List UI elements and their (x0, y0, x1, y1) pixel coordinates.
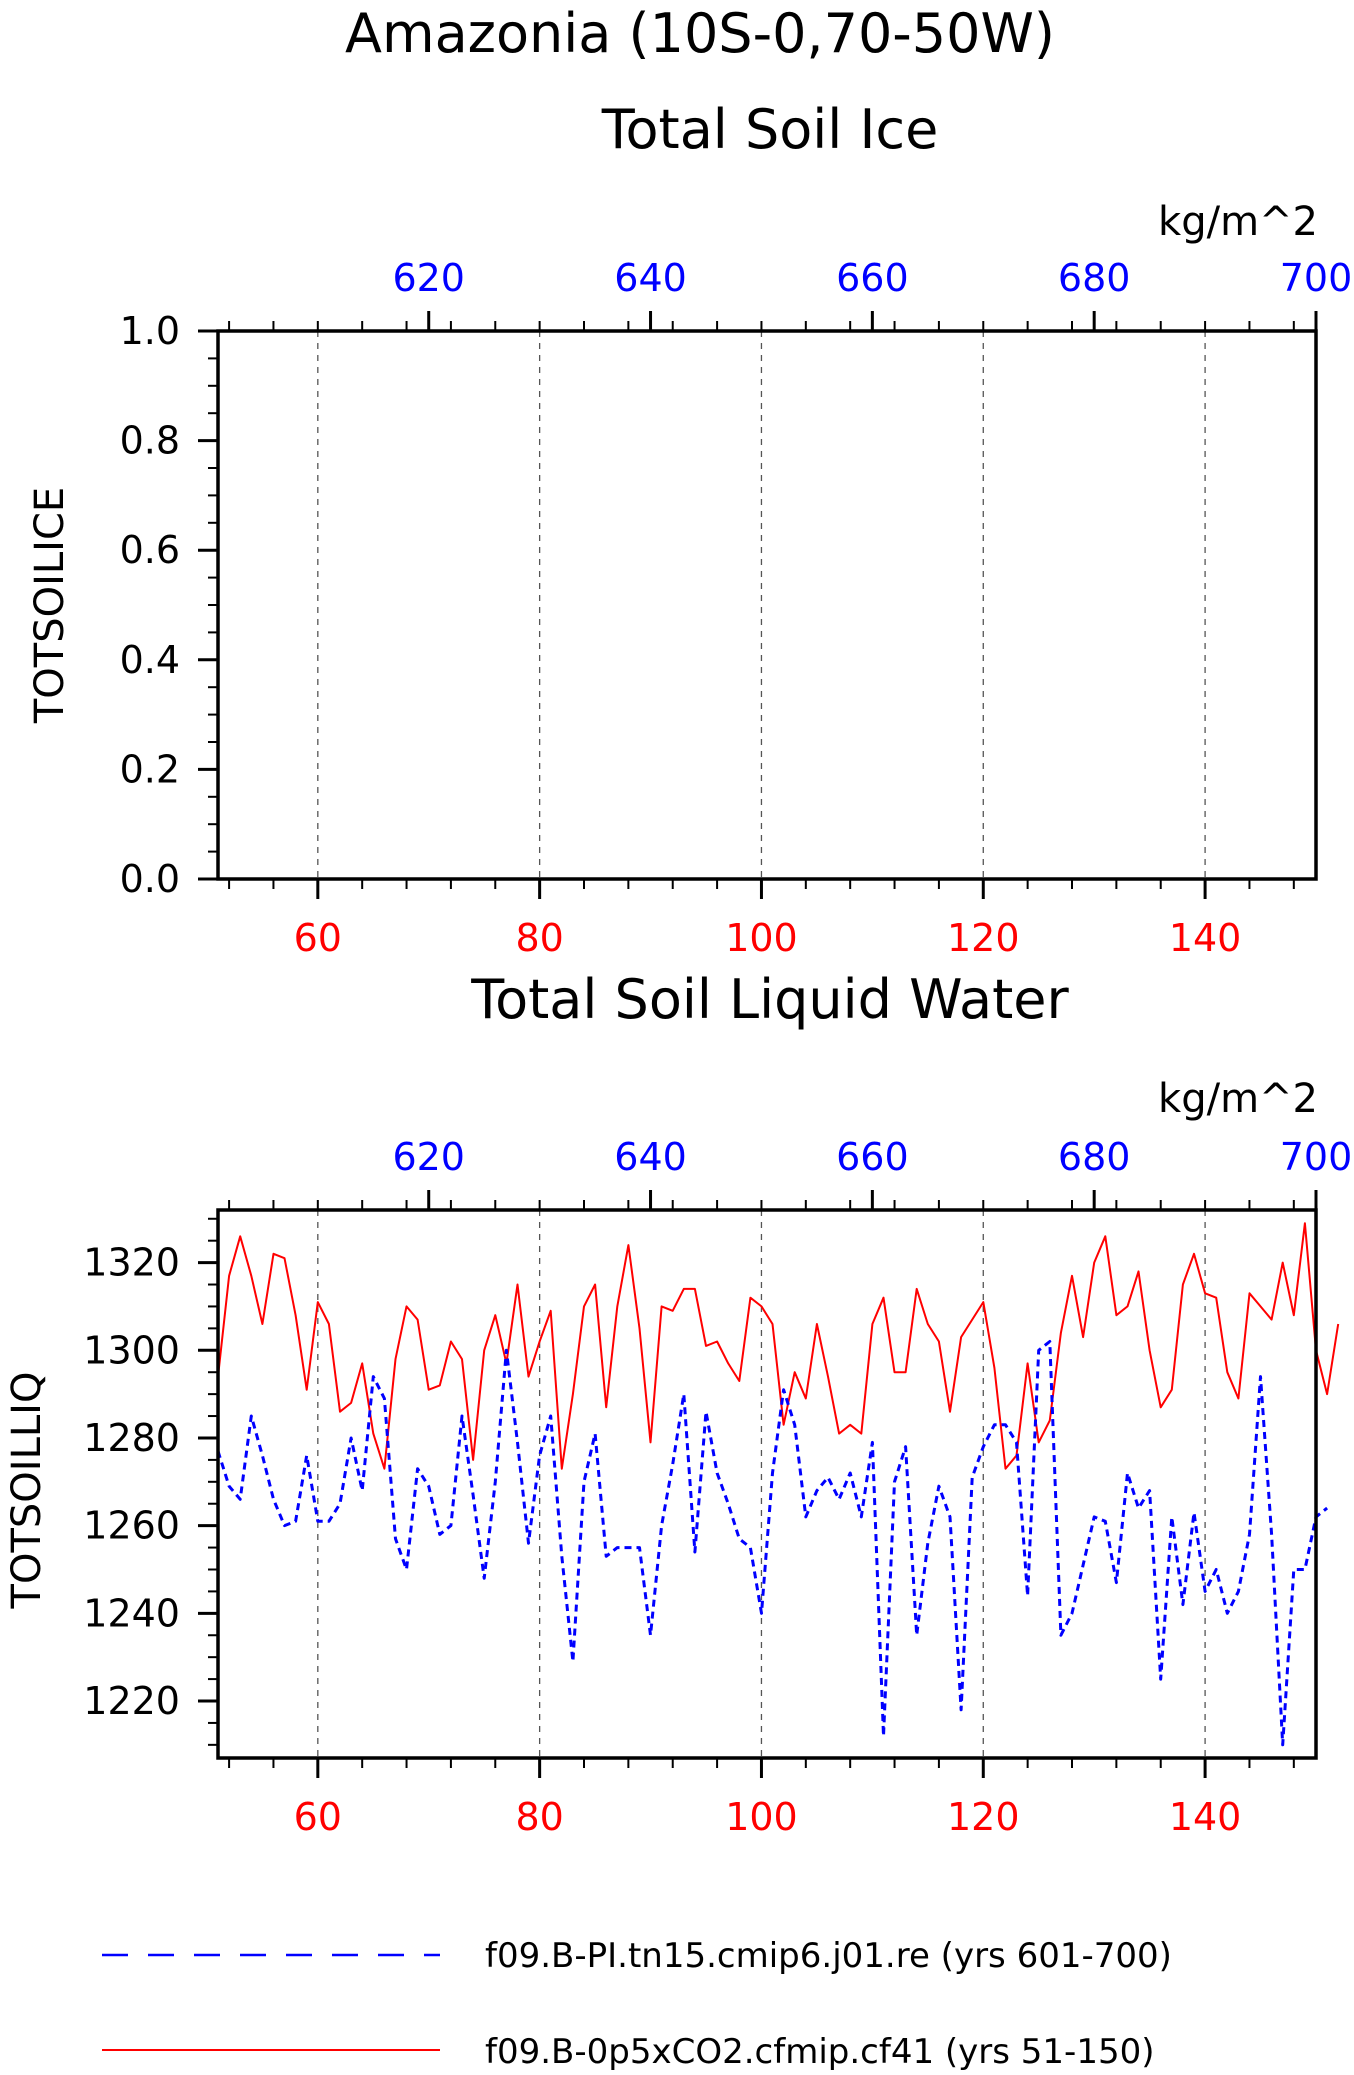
y-axis-label: TOTSOILICE (27, 487, 73, 724)
panel-title: Total Soil Liquid Water (470, 968, 1069, 1031)
top-tick-label: 620 (392, 256, 465, 300)
figure-title: Amazonia (10S-0,70-50W) (345, 2, 1055, 65)
y-tick-label: 0.2 (120, 747, 180, 791)
bottom-tick-label: 140 (1169, 916, 1242, 960)
axis-ticks (198, 311, 1318, 899)
top-axis-units: kg/m^2 (1158, 199, 1318, 245)
top-tick-label: 640 (614, 1135, 687, 1179)
panel-soil-ice: Total Soil Ice kg/m^2 TOTSOILICE 60 80 100… (27, 98, 1352, 960)
grid-lines (317, 1210, 1206, 1758)
y-tick-label: 1240 (83, 1591, 180, 1635)
y-tick-label: 0.8 (120, 419, 180, 463)
top-tick-label: 700 (1280, 256, 1353, 300)
top-tick-label: 680 (1058, 256, 1131, 300)
bottom-tick-label: 80 (515, 1795, 563, 1839)
y-tick-label: 1.0 (120, 309, 180, 353)
series-lines (216, 1222, 1340, 1747)
tick-labels: 60 80 100 120 140 620 640 660 680 700 1220 1240 1260… (83, 1135, 1352, 1839)
panel-title: Total Soil Ice (601, 98, 939, 161)
series-line-red (217, 1222, 1340, 1470)
top-tick-label: 620 (392, 1135, 465, 1179)
y-tick-label: 0.4 (120, 638, 180, 682)
y-tick-label: 1220 (83, 1679, 180, 1723)
y-axis-label: TOTSOILLIQ (4, 1372, 50, 1610)
tick-labels: 60 80 100 120 140 620 640 660 680 700 0.0 0.2 0.4 0.6… (120, 256, 1353, 960)
bottom-tick-label: 80 (515, 916, 563, 960)
top-tick-label: 640 (614, 256, 687, 300)
bottom-tick-label: 60 (294, 916, 342, 960)
plot-frame (216, 329, 1318, 881)
y-tick-label: 1320 (83, 1241, 180, 1285)
bottom-tick-label: 120 (947, 1795, 1020, 1839)
top-tick-label: 660 (836, 1135, 909, 1179)
top-tick-label: 700 (1280, 1135, 1353, 1179)
bottom-tick-label: 120 (947, 916, 1020, 960)
bottom-tick-label: 140 (1169, 1795, 1242, 1839)
top-axis-units: kg/m^2 (1158, 1076, 1318, 1122)
axis-ticks (198, 1190, 1318, 1778)
y-tick-label: 0.6 (120, 528, 180, 572)
y-tick-label: 1260 (83, 1504, 180, 1548)
y-tick-label: 1280 (83, 1416, 180, 1460)
grid-lines (317, 331, 1206, 879)
top-tick-label: 660 (836, 256, 909, 300)
legend: f09.B-PI.tn15.cmip6.j01.re (yrs 601-700)… (102, 1936, 1172, 2072)
plot-frame (216, 1208, 1318, 1760)
y-tick-label: 1300 (83, 1328, 180, 1372)
series-line-blue (216, 1340, 1329, 1747)
bottom-tick-label: 100 (725, 916, 798, 960)
bottom-tick-label: 100 (725, 1795, 798, 1839)
legend-label: f09.B-PI.tn15.cmip6.j01.re (yrs 601-700) (485, 1936, 1172, 1976)
legend-label: f09.B-0p5xCO2.cfmip.cf41 (yrs 51-150) (485, 2032, 1154, 2072)
panel-soil-liquid-water: Total Soil Liquid Water kg/m^2 TOTSOILLI… (4, 968, 1352, 1839)
y-tick-label: 0.0 (120, 857, 180, 901)
bottom-tick-label: 60 (294, 1795, 342, 1839)
top-tick-label: 680 (1058, 1135, 1131, 1179)
